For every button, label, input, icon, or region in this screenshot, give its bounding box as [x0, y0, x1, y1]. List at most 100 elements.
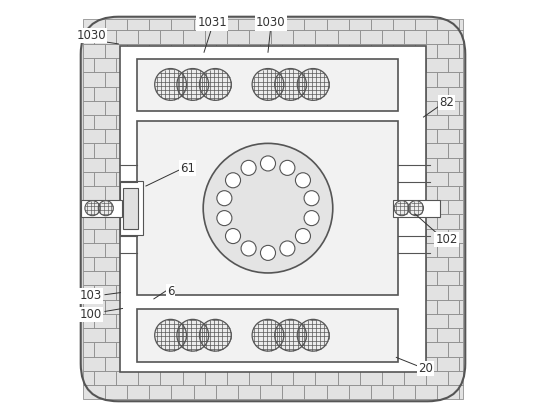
Circle shape — [85, 201, 100, 216]
Bar — [360, 342, 382, 357]
Bar — [437, 101, 459, 115]
Bar — [415, 271, 437, 285]
Bar — [426, 200, 448, 214]
Bar — [194, 19, 216, 30]
Bar — [116, 115, 138, 129]
Bar — [415, 19, 437, 30]
Bar — [282, 300, 304, 314]
Bar — [316, 342, 337, 357]
Bar — [327, 186, 349, 200]
Bar — [316, 229, 337, 243]
Bar — [404, 87, 426, 101]
Bar — [360, 314, 382, 328]
Bar — [371, 72, 393, 87]
Bar — [327, 101, 349, 115]
Bar — [349, 385, 371, 399]
Bar — [349, 44, 371, 58]
Bar — [382, 58, 404, 72]
Bar — [260, 243, 282, 257]
Bar — [205, 342, 227, 357]
Bar — [260, 129, 282, 143]
Bar — [227, 58, 249, 72]
Bar — [227, 115, 249, 129]
Bar — [349, 243, 371, 257]
Bar — [282, 101, 304, 115]
Circle shape — [304, 211, 319, 226]
Bar — [249, 200, 271, 214]
Text: 1030: 1030 — [256, 16, 286, 30]
Bar — [205, 30, 227, 44]
Bar — [171, 271, 194, 285]
Bar — [271, 30, 293, 44]
Bar — [337, 87, 360, 101]
Bar — [415, 243, 437, 257]
Bar — [161, 143, 182, 158]
Bar — [304, 214, 327, 229]
Bar — [293, 229, 316, 243]
Bar — [426, 115, 448, 129]
Circle shape — [252, 319, 284, 351]
Bar — [127, 243, 149, 257]
Bar — [194, 243, 216, 257]
Bar — [260, 101, 282, 115]
Bar — [304, 72, 327, 87]
Bar — [360, 58, 382, 72]
Bar — [304, 385, 327, 399]
Bar — [194, 158, 216, 172]
Bar — [293, 172, 316, 186]
Bar — [349, 357, 371, 371]
Bar — [349, 158, 371, 172]
Text: 6: 6 — [167, 285, 174, 298]
Bar — [371, 385, 393, 399]
Bar — [127, 214, 149, 229]
Bar — [382, 172, 404, 186]
Bar — [94, 30, 116, 44]
Bar — [238, 44, 260, 58]
Bar — [194, 129, 216, 143]
Circle shape — [260, 245, 276, 260]
Bar — [182, 115, 205, 129]
Bar — [404, 143, 426, 158]
Bar — [393, 243, 415, 257]
Bar — [138, 229, 161, 243]
Circle shape — [275, 69, 306, 100]
Bar — [194, 214, 216, 229]
Bar — [116, 342, 138, 357]
Bar — [171, 158, 194, 172]
Bar — [360, 87, 382, 101]
Bar — [94, 87, 116, 101]
Bar — [360, 229, 382, 243]
Bar — [404, 257, 426, 271]
Bar — [182, 229, 205, 243]
Bar — [149, 271, 171, 285]
Bar — [83, 300, 105, 314]
Bar — [371, 300, 393, 314]
Bar — [316, 30, 337, 44]
Bar — [393, 328, 415, 342]
Bar — [459, 44, 463, 58]
Bar — [293, 30, 316, 44]
Text: 20: 20 — [418, 362, 433, 375]
Circle shape — [260, 156, 276, 171]
Bar — [127, 357, 149, 371]
Bar — [337, 172, 360, 186]
Bar — [116, 200, 138, 214]
Bar — [138, 314, 161, 328]
Bar — [94, 200, 116, 214]
Bar — [182, 172, 205, 186]
Bar — [349, 300, 371, 314]
Bar — [123, 188, 138, 229]
Bar — [327, 385, 349, 399]
Bar — [94, 285, 116, 300]
Bar — [293, 87, 316, 101]
Bar — [360, 30, 382, 44]
Circle shape — [408, 201, 424, 216]
Bar — [304, 357, 327, 371]
Bar — [415, 158, 437, 172]
Bar — [216, 72, 238, 87]
Bar — [404, 371, 426, 385]
Bar — [171, 129, 194, 143]
Bar — [404, 58, 426, 72]
Bar — [182, 285, 205, 300]
Bar — [83, 87, 94, 101]
